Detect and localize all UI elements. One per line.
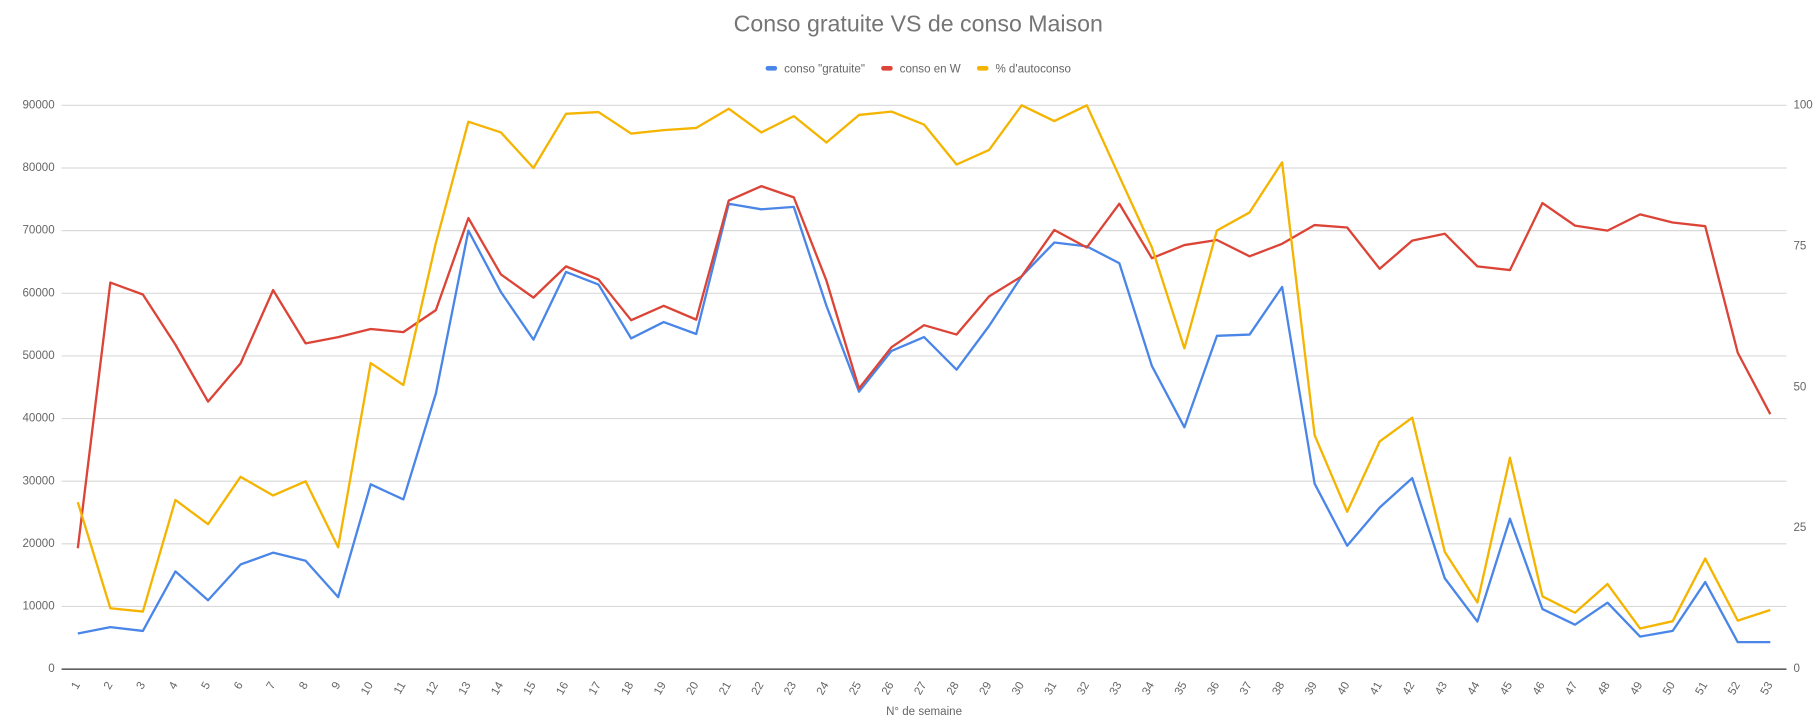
x-tick-label: 39: [1303, 680, 1320, 697]
series-line: [77, 202, 1771, 644]
x-tick-label: 33: [1108, 680, 1125, 697]
x-tick-label: 52: [1726, 680, 1743, 697]
x-tick-label: 37: [1238, 680, 1255, 697]
y-tick-label: 90000: [23, 99, 55, 111]
x-tick-label: 27: [912, 680, 929, 697]
x-tick-label: 19: [652, 680, 669, 697]
series-line: [76, 104, 1771, 630]
x-tick-label: 1: [69, 680, 83, 692]
x-tick-label: 42: [1401, 680, 1418, 697]
legend-label: % d'autoconso: [995, 64, 1070, 76]
x-tick-label: 30: [1010, 680, 1027, 697]
x-tick-label: 20: [685, 680, 702, 697]
y-tick-label: 50000: [23, 350, 55, 362]
x-tick-label: 40: [1336, 680, 1353, 697]
y-tick-label: 0: [48, 663, 54, 675]
x-tick-label: 53: [1759, 680, 1776, 697]
x-tick-label: 8: [297, 680, 311, 692]
x-tick-label: 18: [620, 680, 637, 697]
legend-label: conso en W: [900, 64, 961, 76]
x-tick-label: 32: [1075, 680, 1092, 697]
x-tick-label: 38: [1270, 680, 1287, 697]
x-axis-label: N° de semaine: [886, 706, 962, 718]
x-tick-label: 13: [457, 680, 474, 697]
x-tick-label: 41: [1368, 680, 1385, 697]
x-tick-label: 24: [815, 680, 832, 698]
y2-tick-label: 25: [1793, 522, 1806, 534]
x-tick-label: 6: [232, 680, 246, 692]
x-tick-label: 4: [167, 680, 181, 692]
y-tick-label: 20000: [23, 538, 55, 550]
x-tick-label: 26: [880, 680, 897, 697]
x-tick-label: 51: [1694, 680, 1711, 697]
x-tick-label: 49: [1629, 680, 1646, 697]
y-tick-label: 80000: [23, 162, 55, 174]
x-tick-label: 47: [1563, 680, 1580, 697]
y2-tick-label: 50: [1793, 381, 1806, 393]
x-tick-label: 29: [978, 680, 995, 697]
series-line: [76, 184, 1772, 549]
x-tick-label: 46: [1531, 680, 1548, 697]
x-tick-label: 31: [1043, 680, 1060, 697]
x-tick-label: 7: [265, 680, 279, 692]
x-tick-label: 12: [424, 680, 441, 697]
x-tick-label: 50: [1661, 680, 1678, 697]
y2-tick-label: 100: [1793, 99, 1812, 111]
x-tick-label: 28: [945, 680, 962, 697]
y-tick-label: 60000: [23, 287, 55, 299]
x-tick-label: 25: [847, 680, 864, 697]
x-tick-label: 15: [522, 680, 539, 697]
x-tick-label: 17: [587, 680, 604, 697]
x-tick-label: 11: [392, 680, 408, 696]
legend-swatch: [765, 65, 778, 71]
x-tick-label: 23: [782, 680, 799, 697]
y-tick-label: 30000: [23, 475, 55, 487]
x-tick-label: 44: [1466, 680, 1483, 698]
legend-swatch: [976, 65, 989, 71]
x-tick-label: 3: [135, 680, 149, 692]
y2-tick-label: 0: [1793, 663, 1799, 675]
x-tick-label: 22: [750, 680, 767, 697]
x-tick-label: 48: [1596, 680, 1613, 697]
x-tick-label: 9: [330, 680, 344, 692]
x-tick-label: 2: [102, 680, 116, 692]
legend-label: conso "gratuite": [784, 64, 865, 76]
y2-tick-label: 75: [1793, 240, 1806, 252]
x-tick-label: 43: [1433, 680, 1450, 697]
y-tick-label: 70000: [23, 225, 55, 237]
x-tick-label: 34: [1140, 680, 1157, 698]
x-tick-label: 21: [717, 680, 734, 697]
y-tick-label: 40000: [23, 413, 55, 425]
chart-title: Conso gratuite VS de conso Maison: [734, 11, 1103, 37]
x-tick-label: 16: [554, 680, 571, 697]
y-tick-label: 10000: [23, 601, 55, 613]
legend: conso "gratuite" conso en W % d'autoconso: [765, 64, 1071, 76]
x-tick-label: 35: [1173, 680, 1190, 697]
x-tick-label: 45: [1498, 680, 1515, 697]
x-tick-label: 5: [200, 680, 214, 692]
x-tick-label: 10: [359, 680, 376, 697]
x-tick-label: 14: [489, 680, 506, 698]
x-tick-label: 36: [1205, 680, 1222, 697]
legend-swatch: [881, 65, 893, 71]
